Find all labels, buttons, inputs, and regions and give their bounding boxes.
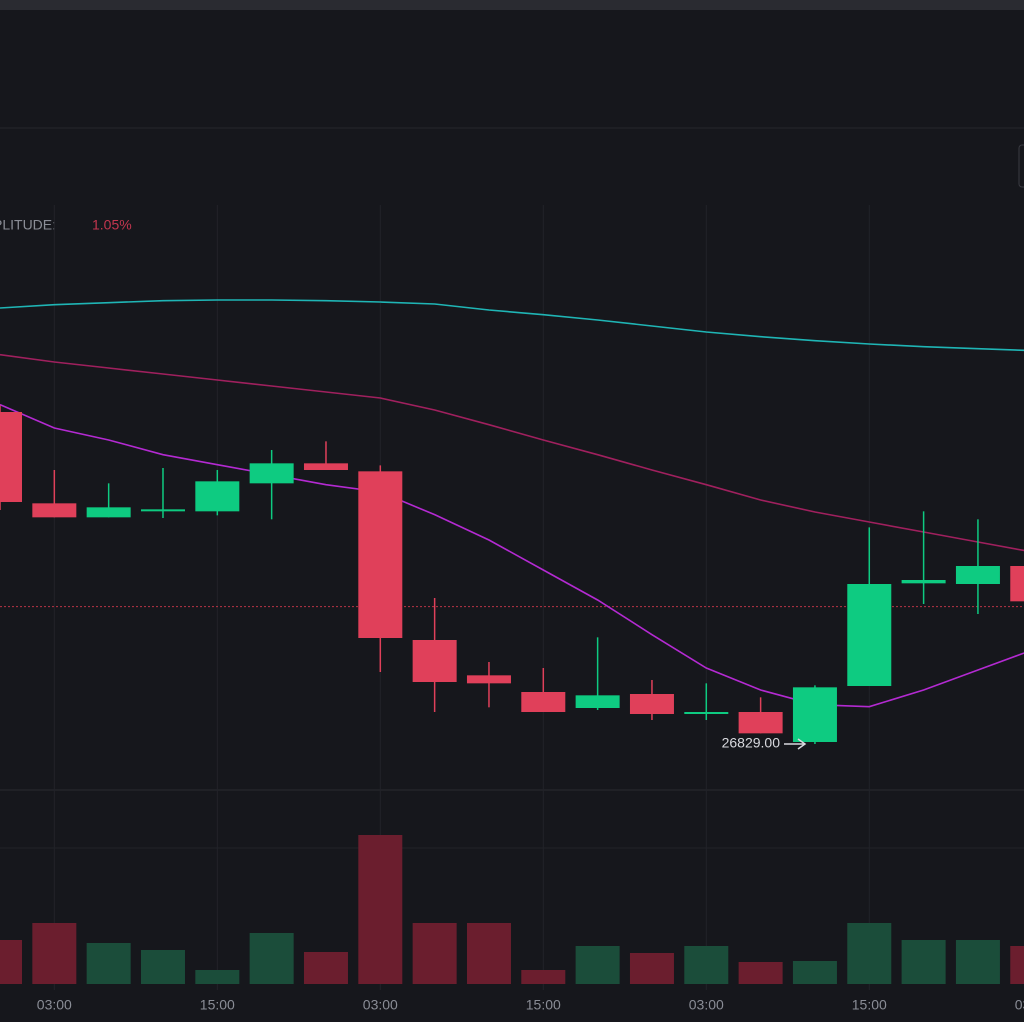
x-tick-label: 03:00 bbox=[689, 997, 724, 1013]
candle-body bbox=[629, 694, 674, 714]
x-tick-label: 15:00 bbox=[200, 997, 235, 1013]
volume-bar bbox=[521, 970, 566, 984]
amplitude-label: AMPLITUDE: bbox=[0, 217, 56, 233]
volume-bar bbox=[901, 940, 946, 984]
candle-body bbox=[412, 640, 457, 682]
volume-bar bbox=[303, 952, 348, 984]
candle-body bbox=[521, 692, 566, 712]
volume-bar bbox=[86, 943, 131, 984]
candle-body bbox=[847, 584, 892, 686]
moving-average-line bbox=[0, 403, 1024, 708]
volume-bar bbox=[412, 923, 457, 984]
x-tick-label: 03:00 bbox=[1015, 997, 1024, 1013]
moving-average-line bbox=[0, 353, 1024, 552]
candle-body bbox=[32, 503, 77, 518]
volume-bar bbox=[847, 923, 892, 984]
candle-body bbox=[738, 712, 783, 734]
candle-body bbox=[358, 471, 403, 638]
candle-body bbox=[955, 566, 1000, 584]
volume-bar bbox=[955, 940, 1000, 984]
candle-body bbox=[195, 481, 240, 512]
top-bar bbox=[0, 0, 1024, 10]
volume-bar bbox=[575, 946, 620, 984]
volume-bar bbox=[358, 835, 403, 984]
candle-body bbox=[249, 463, 294, 484]
volume-bar bbox=[738, 962, 783, 984]
candle-body bbox=[901, 580, 946, 584]
volume-bar bbox=[32, 923, 77, 984]
volume-bar bbox=[629, 953, 674, 984]
amplitude-value: 1.05% bbox=[92, 217, 132, 233]
x-tick-label: 15:00 bbox=[526, 997, 561, 1013]
x-tick-label: 03:00 bbox=[37, 997, 72, 1013]
candle-body bbox=[86, 507, 131, 518]
volume-bar bbox=[684, 946, 729, 984]
moving-average-line bbox=[0, 299, 1024, 352]
volume-bar bbox=[792, 961, 837, 984]
volume-bar bbox=[1010, 946, 1024, 984]
volume-bar bbox=[0, 940, 22, 984]
candle-body bbox=[684, 712, 729, 714]
volume-bar bbox=[140, 950, 185, 984]
low-marker-label: 26829.00 bbox=[722, 735, 781, 751]
candle-body bbox=[140, 509, 185, 512]
candle-body bbox=[303, 463, 348, 470]
toolbar-button[interactable] bbox=[1018, 144, 1024, 188]
volume-bar bbox=[195, 970, 240, 984]
candle-body bbox=[792, 687, 837, 742]
candle-body bbox=[466, 675, 511, 684]
volume-bar bbox=[466, 923, 511, 984]
x-tick-label: 03:00 bbox=[363, 997, 398, 1013]
candle-body bbox=[575, 695, 620, 708]
candle-body bbox=[1010, 566, 1024, 602]
volume-bar bbox=[249, 933, 294, 984]
low-marker-arrow bbox=[784, 738, 807, 750]
candle-body bbox=[0, 412, 22, 502]
x-tick-label: 15:00 bbox=[852, 997, 887, 1013]
